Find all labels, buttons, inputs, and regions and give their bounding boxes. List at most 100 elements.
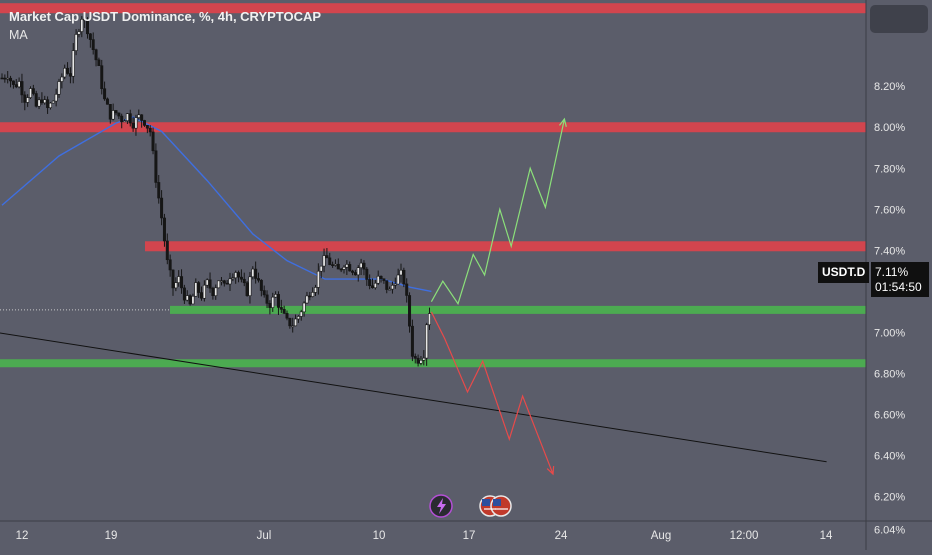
- bearish-scenario-path[interactable]: [430, 311, 554, 475]
- candle-body: [325, 255, 329, 259]
- candle-body: [399, 269, 403, 276]
- candle-body: [268, 303, 272, 308]
- candle-body: [339, 268, 343, 271]
- us-flag-canton-shape: [493, 499, 501, 506]
- price-tick-label: 6.20%: [874, 492, 905, 504]
- candle-body: [194, 282, 198, 297]
- candle-body: [148, 127, 152, 133]
- candle-body: [34, 93, 38, 107]
- candle-body: [51, 100, 55, 104]
- candle-body: [20, 81, 24, 96]
- candle-body: [259, 279, 263, 291]
- candle-body: [188, 295, 192, 305]
- candle-body: [162, 217, 166, 242]
- candle-body: [256, 278, 260, 281]
- candle-body: [393, 283, 397, 286]
- candle-body: [328, 257, 332, 265]
- price-tick-label: 7.00%: [874, 327, 905, 339]
- candle-body: [279, 307, 283, 310]
- resistance-level[interactable]: [0, 122, 866, 133]
- bearish-scenario-path-arrowhead: [546, 466, 555, 476]
- candle-body: [23, 94, 27, 103]
- candle-body: [105, 98, 109, 105]
- candle-body: [242, 278, 246, 284]
- candle-body: [40, 99, 44, 104]
- time-tick-label: 12: [16, 530, 29, 542]
- candle-body: [63, 67, 67, 78]
- candle-body: [143, 120, 147, 126]
- candle-body: [182, 287, 186, 301]
- candle-body: [77, 31, 81, 35]
- candle-body: [376, 275, 380, 284]
- moving-average-line: [1, 116, 432, 293]
- candle-body: [123, 120, 127, 123]
- candle-body: [248, 276, 252, 296]
- price-tick-label: 6.80%: [874, 369, 905, 381]
- support-level[interactable]: [0, 359, 866, 368]
- candle-body: [217, 280, 221, 289]
- candle-body: [222, 280, 226, 284]
- events-layer[interactable]: [429, 494, 512, 518]
- time-tick-label: Aug: [651, 530, 671, 542]
- candle-body: [294, 318, 298, 327]
- candle-body: [331, 264, 335, 266]
- candle-body: [125, 113, 129, 122]
- chart-title: Market Cap USDT Dominance, %, 4h, CRYPTO…: [9, 9, 322, 24]
- descending-trendline[interactable]: [0, 332, 827, 463]
- candle-body: [262, 290, 266, 296]
- time-tick-label: Jul: [257, 530, 272, 542]
- candle-body: [108, 104, 112, 120]
- lightning-bolt-shape: [437, 498, 446, 514]
- candle-body: [299, 311, 303, 317]
- candle-body: [9, 77, 13, 82]
- candle-body: [265, 294, 269, 304]
- candle-body: [60, 76, 64, 82]
- time-tick-label: 10: [373, 530, 386, 542]
- bullish-scenario-path[interactable]: [430, 118, 565, 306]
- resistance-level[interactable]: [0, 3, 866, 14]
- candle-body: [145, 125, 149, 129]
- candle-body: [282, 309, 286, 314]
- candle-body: [11, 80, 15, 85]
- candle-body: [200, 292, 204, 299]
- candle-body: [396, 274, 400, 285]
- support-level[interactable]: [170, 305, 866, 314]
- candle-body: [131, 122, 135, 129]
- price-tick-label: 7.80%: [874, 163, 905, 175]
- top-right-control[interactable]: [870, 5, 928, 33]
- candle-body: [370, 285, 374, 289]
- indicator-label-ma[interactable]: MA: [9, 28, 28, 42]
- candle-body: [134, 117, 138, 129]
- candle-body: [88, 33, 92, 40]
- candle-body: [100, 65, 104, 90]
- last-price-value: 7.11%: [875, 265, 909, 279]
- scenario-paths-layer: [430, 117, 567, 476]
- candle-body: [388, 288, 392, 291]
- time-axis[interactable]: 12 19 Jul 10 17 24 Aug 12:00 14: [0, 520, 932, 542]
- candle-body: [137, 114, 141, 118]
- candle-body: [373, 282, 377, 289]
- resistance-level[interactable]: [145, 241, 866, 252]
- candle-body: [17, 81, 21, 88]
- candle-body: [91, 39, 95, 51]
- candles-layer: [0, 16, 431, 367]
- candle-body: [425, 324, 429, 359]
- candle-body: [368, 279, 372, 287]
- time-tick-label: 17: [463, 530, 476, 542]
- price-tick-label: 7.60%: [874, 204, 905, 216]
- candle-body: [319, 265, 323, 272]
- candle-body: [43, 99, 47, 104]
- candle-body: [274, 294, 278, 298]
- bullish-scenario-path-arrowhead: [559, 117, 567, 127]
- price-tick-label: 7.40%: [874, 245, 905, 257]
- candle-body: [202, 284, 206, 299]
- time-tick-label: 14: [820, 530, 833, 542]
- candle-body: [154, 150, 158, 183]
- candle-body: [225, 282, 229, 285]
- candle-body: [111, 110, 115, 120]
- candle-body: [427, 313, 431, 326]
- candle-body: [211, 287, 215, 296]
- candle-body: [316, 270, 320, 288]
